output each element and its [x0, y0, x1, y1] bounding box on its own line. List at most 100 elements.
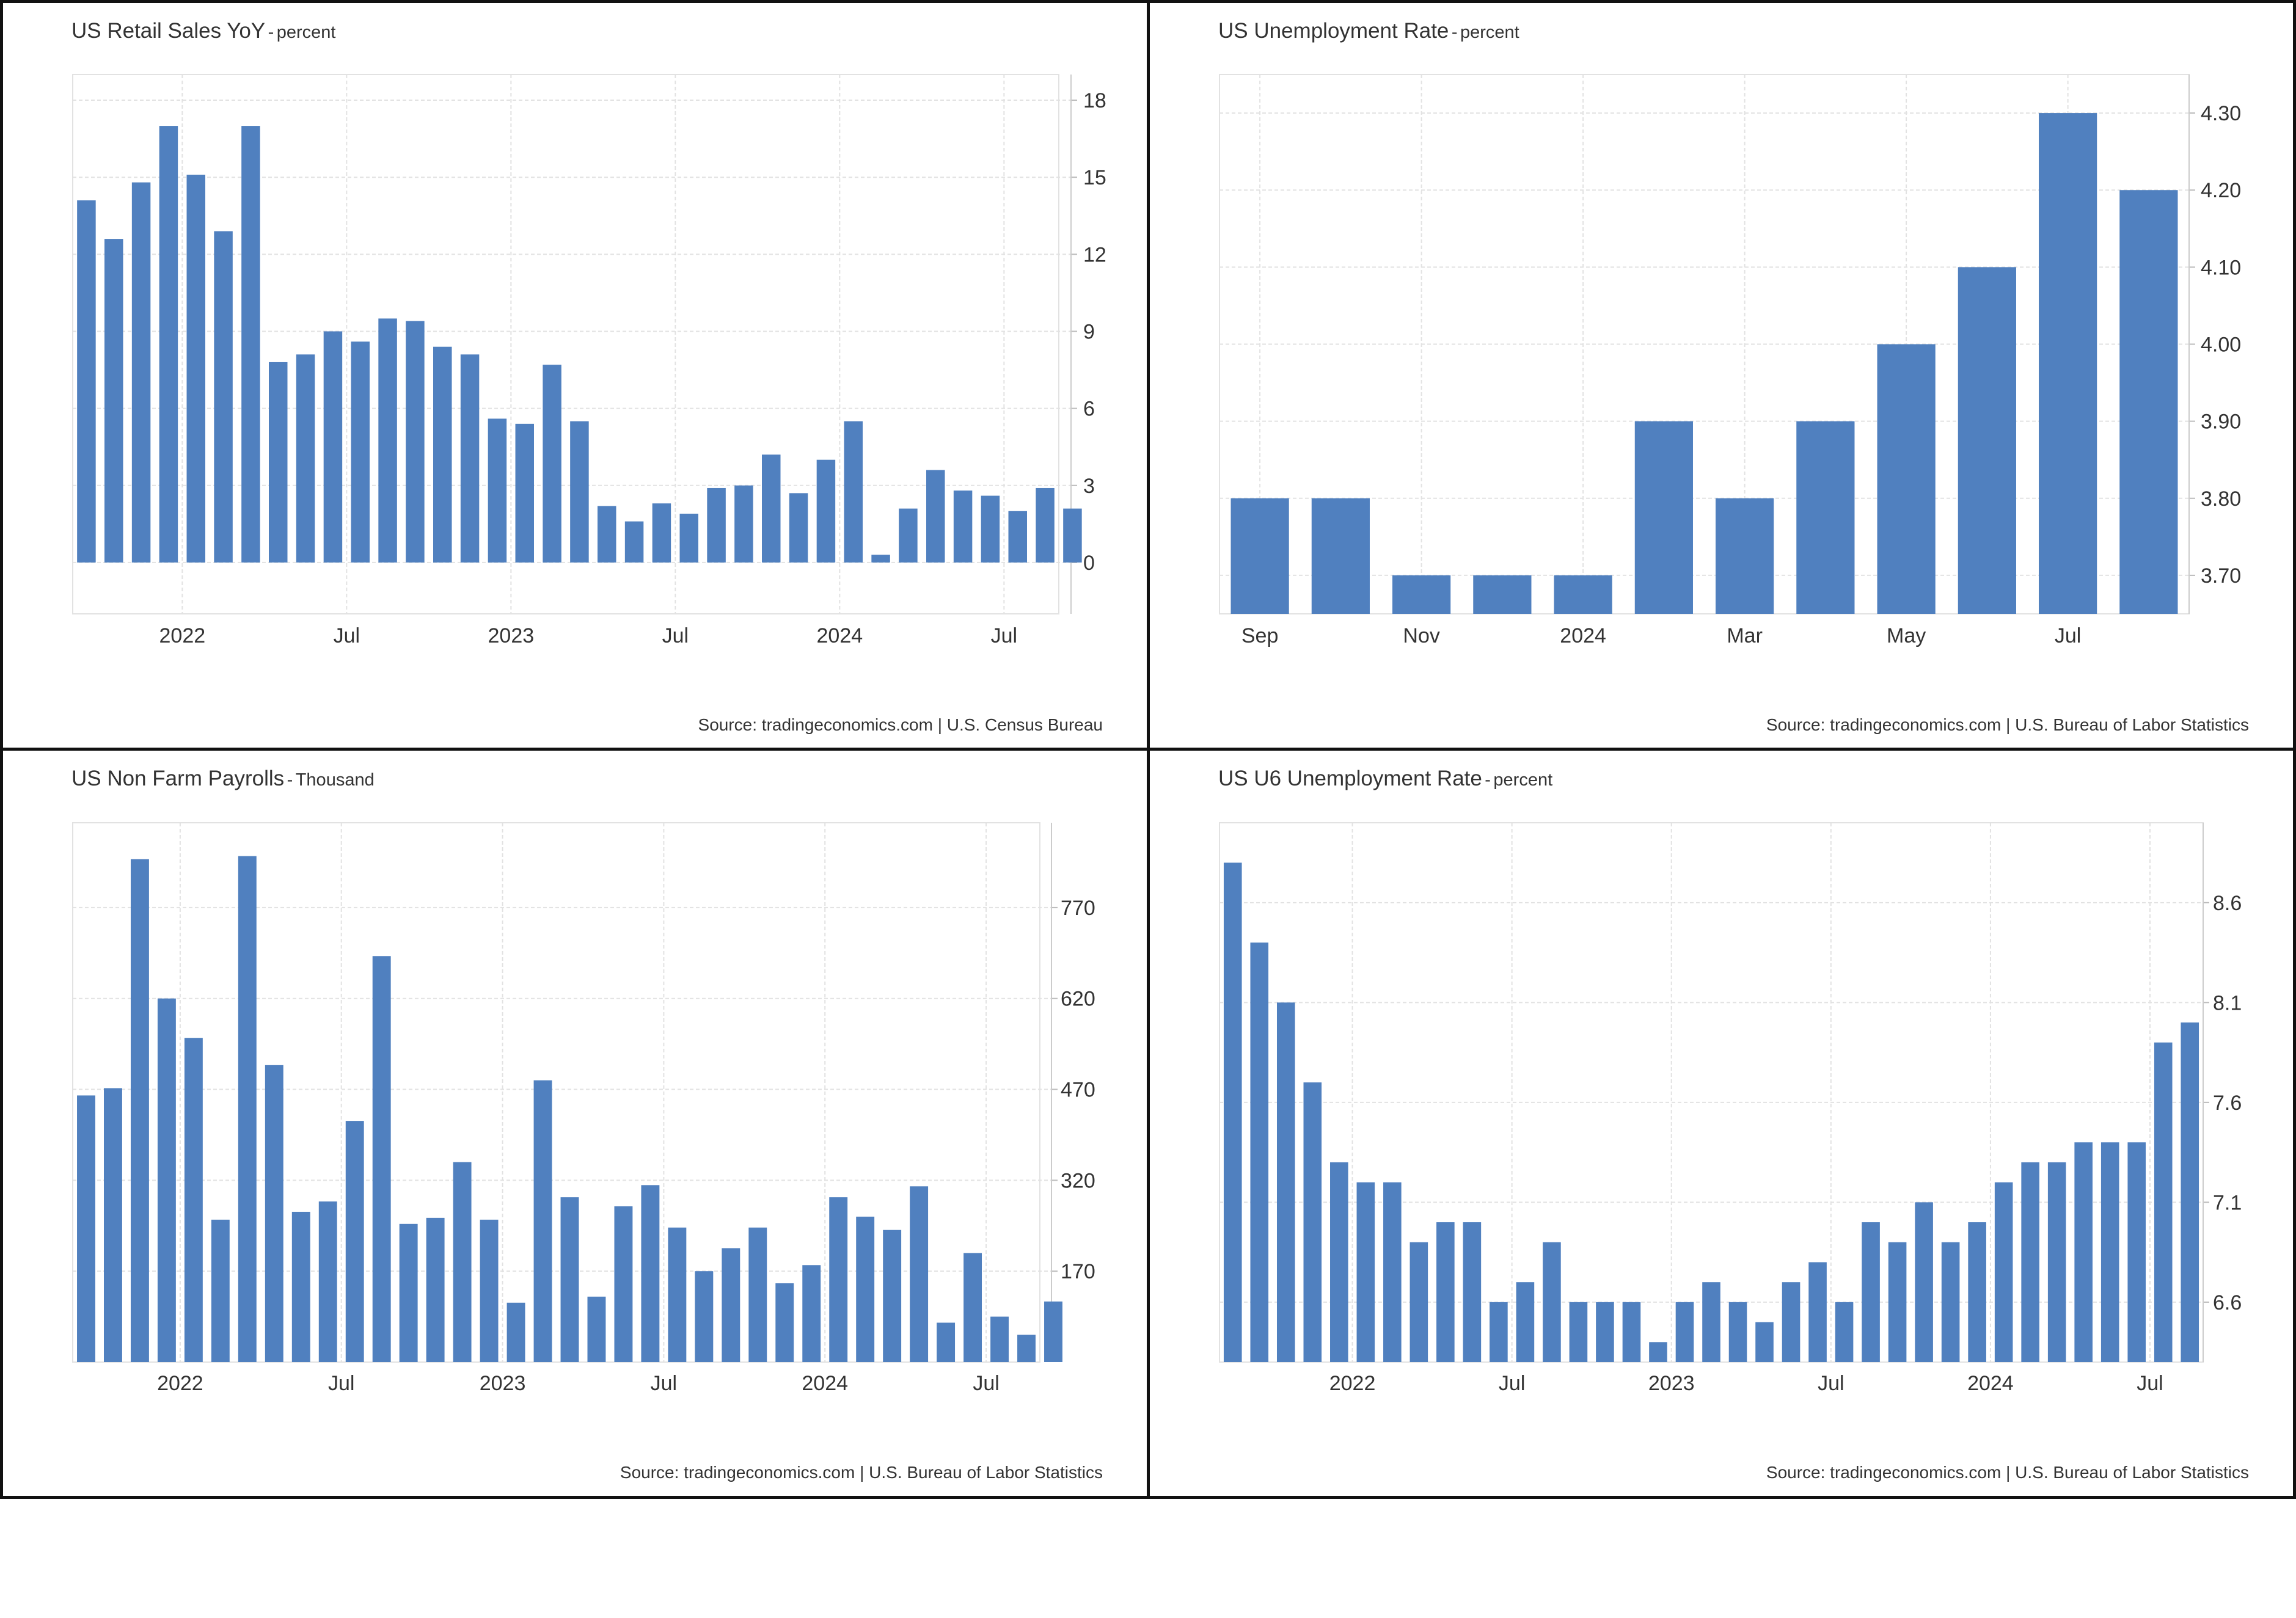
chart-title-row: US Non Farm Payrolls - Thousand [71, 767, 375, 791]
x-tick-label: 2022 [157, 1372, 203, 1395]
bar [159, 126, 178, 563]
y-tick-label: 4.30 [2201, 102, 2241, 125]
bar [816, 459, 836, 563]
bar [533, 1080, 552, 1362]
bar [1622, 1302, 1641, 1362]
chart-unit: percent [276, 23, 336, 42]
bar [515, 423, 534, 563]
bar [762, 454, 781, 563]
y-tick-label: 8.1 [2213, 991, 2242, 1015]
chart-title-row: US Retail Sales YoY - percent [71, 19, 335, 43]
bar [1596, 1302, 1614, 1362]
bar [214, 231, 233, 563]
bar [186, 174, 205, 563]
bar [372, 956, 391, 1362]
bar [695, 1271, 714, 1362]
x-tick-label: Jul [334, 624, 360, 647]
unemployment-rate-panel: US Unemployment Rate - percent 3.70 3.80 3… [1147, 0, 2296, 751]
x-tick-label: Jul [662, 624, 689, 647]
x-tick-label: 2024 [817, 624, 863, 647]
x-tick-label: Jul [1818, 1372, 1844, 1395]
y-tick-label: 18 [1083, 89, 1106, 112]
retail-sales-panel: US Retail Sales YoY - percent 0 3 6 9 12 15 18… [0, 0, 1150, 751]
bar [668, 1227, 687, 1362]
bar [981, 495, 1000, 563]
unemployment-rate-chart: 3.70 3.80 3.90 4.00 4.10 4.20 4.30 Sep Nov 2024 Ma… [1219, 74, 2241, 647]
y-tick-label: 170 [1061, 1260, 1095, 1283]
chart-title: US Non Farm Payrolls [71, 767, 285, 790]
bar [1516, 1282, 1535, 1362]
bar [2047, 1162, 2066, 1362]
bar [1276, 1002, 1295, 1362]
y-tick-label: 4.20 [2201, 179, 2241, 202]
bar [1675, 1302, 1694, 1362]
bar [614, 1206, 633, 1362]
x-tick-label: Mar [1727, 624, 1763, 647]
bar [1702, 1282, 1720, 1362]
source-note: Source: tradingeconomics.com | U.S. Bure… [620, 1463, 1103, 1482]
bar [2119, 190, 2178, 614]
bar [506, 1302, 525, 1362]
x-tick-label: Nov [1403, 624, 1439, 647]
bar [1463, 1222, 1482, 1362]
bar [899, 508, 918, 563]
bar [345, 1121, 364, 1362]
y-tick-label: 15 [1083, 166, 1106, 189]
bar [318, 1201, 337, 1362]
nonfarm-payrolls-chart: 170 320 470 620 770 2022 Jul 2023 Jul 2024 Jul [72, 822, 1095, 1395]
bar [323, 331, 343, 563]
bar [1862, 1222, 1880, 1362]
x-tick-label: 2024 [802, 1372, 848, 1395]
bar [291, 1211, 310, 1362]
bar [1634, 421, 1693, 614]
y-tick-label: 4.00 [2201, 333, 2241, 357]
bar [1223, 862, 1242, 1362]
bar [1835, 1302, 1854, 1362]
x-tick-label: Jul [973, 1372, 999, 1395]
y-tick-label: 6.6 [2213, 1291, 2242, 1314]
bar [399, 1223, 418, 1362]
bar [775, 1283, 794, 1362]
x-tick-label: 2024 [1560, 624, 1606, 647]
bar [598, 506, 616, 563]
bar [1941, 1242, 1960, 1362]
bar [130, 859, 149, 1362]
bar [1490, 1302, 1508, 1362]
source-note: Source: tradingeconomics.com | U.S. Bure… [1766, 715, 2249, 734]
bar [1436, 1222, 1455, 1362]
bar [641, 1185, 660, 1362]
bar [480, 1219, 499, 1362]
bar [1303, 1082, 1322, 1362]
bar [1063, 508, 1082, 563]
y-tick-label: 7.1 [2213, 1191, 2242, 1214]
bar [722, 1248, 740, 1362]
y-tick-label: 470 [1061, 1079, 1095, 1102]
bar [238, 856, 257, 1362]
bar [157, 998, 176, 1362]
bar [1877, 344, 1936, 614]
bar [426, 1217, 445, 1362]
bar [1994, 1182, 2013, 1362]
x-tick-label: 2023 [1648, 1372, 1695, 1395]
bar [184, 1038, 203, 1362]
y-tick-label: 9 [1083, 320, 1095, 343]
bar [802, 1265, 821, 1362]
bar [2181, 1022, 2199, 1362]
bar [856, 1216, 875, 1362]
bar [453, 1162, 472, 1362]
u6-unemployment-panel: US U6 Unemployment Rate - percent 6.6 7.1… [1147, 748, 2296, 1499]
bar [1008, 511, 1027, 563]
x-tick-label: 2023 [480, 1372, 526, 1395]
bar [1543, 1242, 1561, 1362]
u6-unemployment-chart: 6.6 7.1 7.6 8.1 8.6 2022 Jul 2023 Jul 2024 Jul [1219, 822, 2242, 1395]
bar [1716, 498, 1774, 614]
bar [1311, 498, 1370, 614]
bar [460, 354, 480, 563]
bar [1958, 267, 2016, 614]
retail-sales-chart: 0 3 6 9 12 15 18 2022 Jul 2023 Jul 2024 Jul [72, 74, 1106, 647]
bar [1569, 1302, 1588, 1362]
x-tick-label: Jul [651, 1372, 677, 1395]
title-separator: - [1451, 23, 1458, 42]
bar [570, 421, 589, 563]
bar [1796, 421, 1855, 614]
